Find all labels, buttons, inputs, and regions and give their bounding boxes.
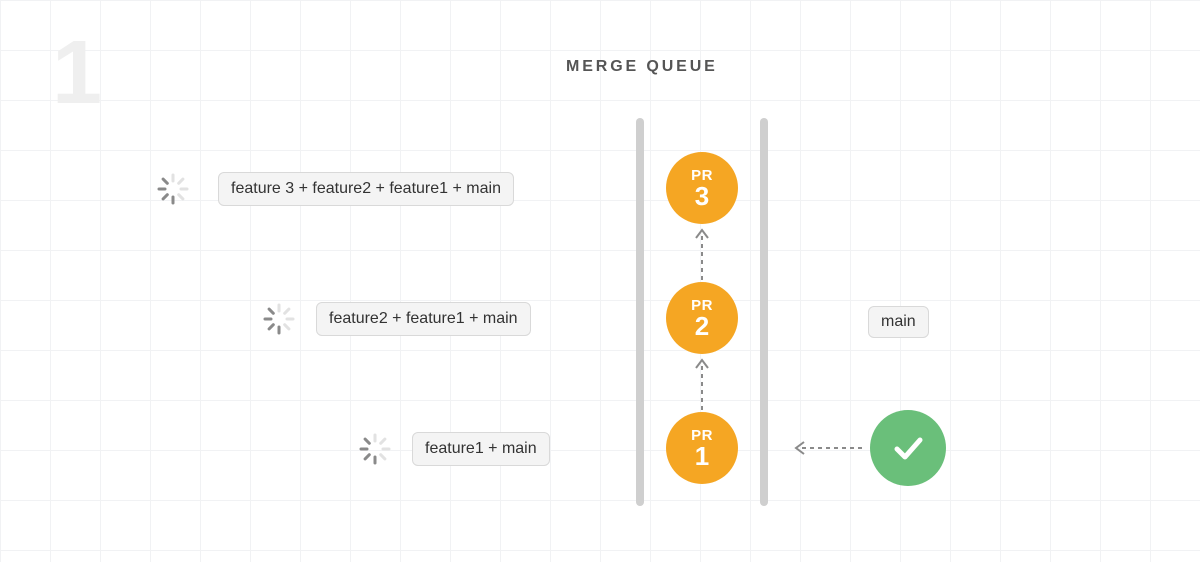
feature-pill-3: feature 3 + feature2 + feature1 + main xyxy=(218,172,514,206)
arrow-pr2-to-pr3 xyxy=(692,226,712,282)
queue-rail-right xyxy=(760,118,768,506)
spinner-icon xyxy=(358,432,392,466)
pr-node-3: PR 3 xyxy=(666,152,738,224)
pr-node-2: PR 2 xyxy=(666,282,738,354)
pr-node-number: 2 xyxy=(695,313,709,339)
check-icon xyxy=(888,428,928,468)
pr-node-1: PR 1 xyxy=(666,412,738,484)
spinner-icon xyxy=(156,172,190,206)
pr-node-number: 1 xyxy=(695,443,709,469)
feature-pill-2: feature2 + feature1 + main xyxy=(316,302,531,336)
queue-rail-left xyxy=(636,118,644,506)
feature-pill-1: feature1 + main xyxy=(412,432,550,466)
pr-node-number: 3 xyxy=(695,183,709,209)
background-grid xyxy=(0,0,1200,562)
arrow-main-to-queue xyxy=(790,438,866,458)
main-check-circle xyxy=(870,410,946,486)
step-number: 1 xyxy=(52,28,102,118)
diagram-title: MERGE QUEUE xyxy=(566,58,718,76)
arrow-pr1-to-pr2 xyxy=(692,356,712,412)
spinner-icon xyxy=(262,302,296,336)
main-branch-chip: main xyxy=(868,306,929,338)
